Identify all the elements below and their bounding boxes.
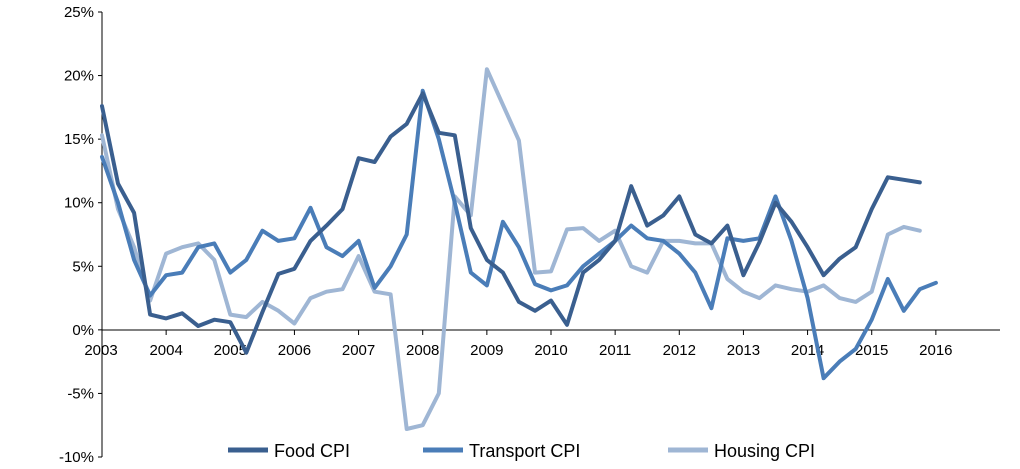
y-tick-label: 10% — [64, 195, 94, 212]
x-tick-label: 2008 — [406, 342, 439, 359]
x-tick-label: 2007 — [342, 342, 375, 359]
x-tick-label: 2011 — [599, 342, 631, 359]
y-tick-label: 20% — [64, 68, 94, 85]
y-tick-label: 15% — [64, 131, 94, 148]
y-tick-label: -10% — [59, 449, 94, 466]
y-tick-label: -5% — [67, 385, 94, 402]
x-tick-label: 2006 — [278, 342, 311, 359]
series-line-food-cpi — [100, 91, 922, 355]
x-tick-label: 2016 — [919, 342, 952, 359]
x-tick-label: 2009 — [470, 342, 503, 359]
series-lines — [100, 67, 938, 431]
legend-label-food-cpi: Food CPI — [274, 441, 350, 461]
series-line-housing-cpi — [100, 67, 922, 431]
y-tick-label: 0% — [72, 322, 94, 339]
legend-label-transport-cpi: Transport CPI — [469, 441, 580, 461]
x-tick-label: 2003 — [84, 342, 117, 359]
x-tick-label: 2015 — [855, 342, 888, 359]
legend: Food CPI Transport CPI Housing CPI — [228, 441, 815, 461]
x-tick-label: 2005 — [214, 342, 247, 359]
chart-axes — [101, 12, 1000, 457]
x-tick-label: 2010 — [534, 342, 567, 359]
x-tick-label: 2004 — [149, 342, 182, 359]
x-axis-ticks: 2003 2004 2005 2006 2007 2008 2009 2010 2011 2012… — [84, 330, 953, 359]
y-tick-label: 25% — [64, 4, 94, 21]
x-tick-label: 2012 — [663, 342, 696, 359]
x-tick-label: 2013 — [727, 342, 760, 359]
y-axis-ticks: -10% -5% 0% 5% 10% 15% 20% 25% — [59, 4, 102, 466]
legend-label-housing-cpi: Housing CPI — [714, 441, 815, 461]
series-line-transport-cpi — [100, 88, 938, 381]
y-tick-label: 5% — [72, 258, 94, 275]
